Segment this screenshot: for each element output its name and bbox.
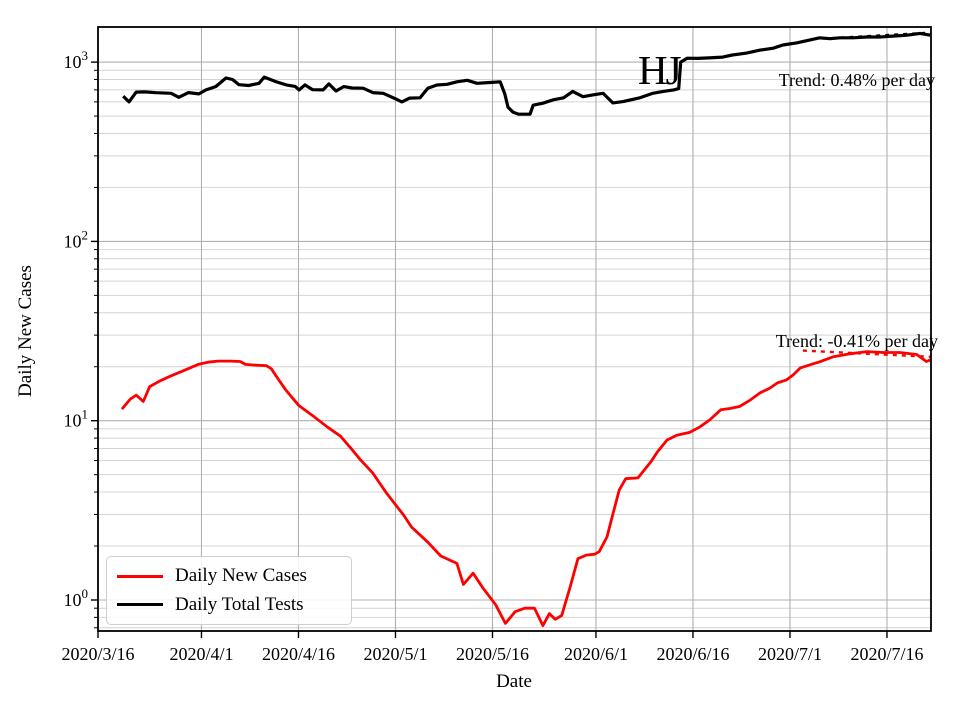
svg-text:2020/5/1: 2020/5/1 [363, 644, 427, 664]
legend-line-sample-black [117, 603, 163, 607]
hj-annotation: HJ [638, 47, 682, 93]
svg-text:2020/6/16: 2020/6/16 [656, 644, 729, 664]
svg-text:100: 100 [64, 586, 89, 610]
series-daily-total-tests [122, 31, 931, 116]
tests-trend-annotation: Trend: 0.48% per day [778, 70, 935, 90]
svg-text:2020/4/1: 2020/4/1 [169, 644, 233, 664]
svg-text:102: 102 [64, 227, 89, 251]
legend-line-sample-red [117, 574, 163, 578]
legend-row-total-tests: Daily Total Tests [117, 594, 341, 616]
svg-text:101: 101 [64, 407, 89, 431]
cases-trend-annotation: Trend: -0.41% per day [775, 331, 938, 351]
plot-border [97, 26, 932, 632]
svg-text:2020/3/16: 2020/3/16 [61, 644, 134, 664]
svg-text:2020/4/16: 2020/4/16 [262, 644, 335, 664]
y-axis-label: Daily New Cases [15, 265, 36, 397]
series-daily-new-cases [120, 350, 931, 627]
x-axis-label: Date [496, 671, 532, 692]
series-cases-trend-fit-0-41-day- [802, 349, 931, 359]
legend-label-new-cases: Daily New Cases [175, 565, 307, 587]
x-tick-labels: 2020/3/16 2020/4/1 2020/4/16 2020/5/1 2020/5… [61, 644, 923, 664]
series-tests-trend-fit-0-48-day- [822, 31, 931, 40]
svg-text:2020/5/16: 2020/5/16 [456, 644, 529, 664]
legend: Daily New Cases Daily Total Tests [106, 556, 352, 625]
svg-text:2020/7/16: 2020/7/16 [850, 644, 923, 664]
svg-text:103: 103 [64, 48, 89, 72]
legend-label-total-tests: Daily Total Tests [175, 593, 304, 615]
svg-text:2020/6/1: 2020/6/1 [564, 644, 628, 664]
series-lines [120, 31, 931, 627]
grid-lines [97, 27, 931, 631]
legend-row-new-cases: Daily New Cases [117, 565, 341, 587]
svg-text:2020/7/1: 2020/7/1 [758, 644, 822, 664]
axis-ticks [91, 61, 888, 638]
y-tick-labels: 100 101 102 103 [64, 48, 89, 610]
